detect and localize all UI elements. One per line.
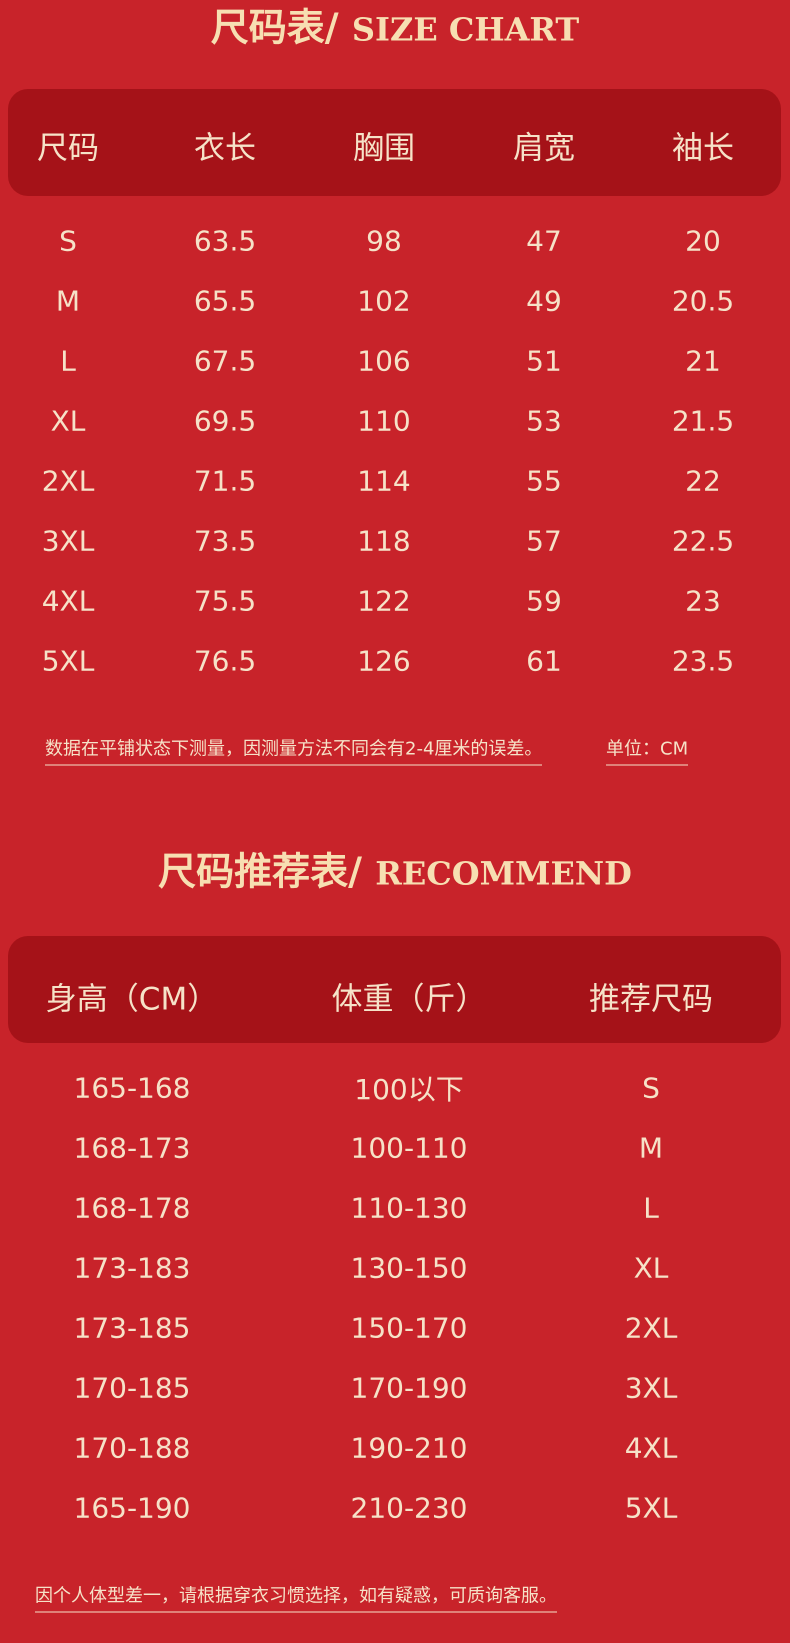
- table-cell: 20: [685, 224, 721, 258]
- size-chart-title: 尺码表/ SIZE CHART: [211, 0, 579, 52]
- table-cell: 5XL: [41, 644, 95, 678]
- table-cell: 22.5: [671, 524, 735, 558]
- table-cell: 100以下: [354, 1073, 464, 1106]
- table-cell: 190-210: [350, 1431, 468, 1465]
- table-cell: 100-110: [350, 1131, 468, 1165]
- note: 因个人体型差一，请根据穿衣习惯选择，如有疑惑，可质询客服。: [35, 1582, 557, 1613]
- header-cell: 袖长: [672, 130, 734, 167]
- table-cell: 150-170: [350, 1311, 468, 1345]
- table-cell: 71.5: [193, 464, 257, 498]
- table-cell: 59: [526, 584, 562, 618]
- table-cell: 168-178: [73, 1191, 191, 1225]
- table-cell: L: [60, 344, 76, 378]
- header-cell: 肩宽: [513, 130, 575, 167]
- table-cell: 53: [526, 404, 562, 438]
- table-cell: 173-185: [73, 1311, 191, 1345]
- table-cell: 210-230: [350, 1491, 468, 1525]
- table-cell: 102: [357, 284, 411, 318]
- header-cell: 衣长: [194, 130, 256, 167]
- table-cell: 4XL: [41, 584, 95, 618]
- table-cell: 3XL: [41, 524, 95, 558]
- table-cell: 4XL: [624, 1431, 678, 1465]
- table-cell: 65.5: [193, 284, 257, 318]
- table-cell: 106: [357, 344, 411, 378]
- table-cell: 23: [685, 584, 721, 618]
- table-cell: 76.5: [193, 644, 257, 678]
- table-cell: S: [59, 224, 77, 258]
- table-cell: 98: [366, 224, 402, 258]
- note: 数据在平铺状态下测量，因测量方法不同会有2-4厘米的误差。: [45, 735, 543, 766]
- table-cell: 170-190: [350, 1371, 468, 1405]
- table-cell: 47: [526, 224, 562, 258]
- header-bar: [8, 936, 781, 1043]
- table-cell: 130-150: [350, 1251, 468, 1285]
- header-cell: 身高（CM）: [45, 981, 219, 1018]
- table-cell: 110-130: [350, 1191, 468, 1225]
- title-en: SIZE CHART: [351, 10, 580, 49]
- table-cell: 75.5: [193, 584, 257, 618]
- table-cell: 21: [685, 344, 721, 378]
- unit: 单位：CM: [606, 735, 689, 766]
- table-cell: 118: [357, 524, 411, 558]
- table-cell: 21.5: [671, 404, 735, 438]
- table-cell: XL: [50, 404, 86, 438]
- table-cell: 22: [685, 464, 721, 498]
- recommend-title: 尺码推荐表/ RECOMMEND: [158, 841, 632, 896]
- title-en: RECOMMEND: [375, 854, 632, 893]
- title-cn: 尺码推荐表/: [158, 849, 363, 894]
- table-cell: 73.5: [193, 524, 257, 558]
- table-cell: 55: [526, 464, 562, 498]
- header-cell: 胸围: [353, 130, 415, 167]
- table-cell: 173-183: [73, 1251, 191, 1285]
- table-cell: XL: [633, 1251, 669, 1285]
- header-cell: 体重（斤）: [331, 981, 487, 1018]
- table-cell: 23.5: [671, 644, 735, 678]
- table-cell: 3XL: [624, 1371, 678, 1405]
- table-cell: 51: [526, 344, 562, 378]
- title-cn: 尺码表/: [210, 5, 339, 50]
- table-cell: 165-168: [73, 1071, 191, 1105]
- table-cell: 5XL: [624, 1491, 678, 1525]
- table-cell: S: [642, 1071, 660, 1105]
- header-bar: [8, 89, 781, 196]
- table-cell: 168-173: [73, 1131, 191, 1165]
- table-cell: M: [638, 1131, 664, 1165]
- table-cell: 20.5: [671, 284, 735, 318]
- table-cell: 122: [357, 584, 411, 618]
- header-cell: 推荐尺码: [589, 981, 713, 1018]
- table-cell: 63.5: [193, 224, 257, 258]
- table-cell: 126: [357, 644, 411, 678]
- table-cell: 49: [526, 284, 562, 318]
- table-cell: 2XL: [41, 464, 95, 498]
- table-cell: 57: [526, 524, 562, 558]
- table-cell: 61: [526, 644, 562, 678]
- table-cell: 2XL: [624, 1311, 678, 1345]
- header-cell: 尺码: [37, 130, 99, 167]
- table-cell: M: [55, 284, 81, 318]
- table-cell: 170-188: [73, 1431, 191, 1465]
- table-cell: L: [643, 1191, 659, 1225]
- table-cell: 69.5: [193, 404, 257, 438]
- table-cell: 170-185: [73, 1371, 191, 1405]
- table-cell: 110: [357, 404, 411, 438]
- table-cell: 114: [357, 464, 411, 498]
- table-cell: 67.5: [193, 344, 257, 378]
- table-cell: 165-190: [73, 1491, 191, 1525]
